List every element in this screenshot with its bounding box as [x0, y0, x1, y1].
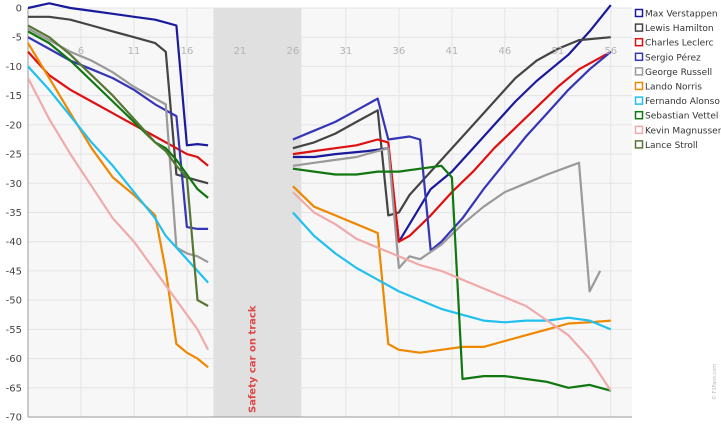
legend-item: Sergio Pérez	[634, 52, 701, 63]
credit-text: © F1Fans.com	[711, 364, 718, 400]
x-tick-label: 46	[498, 46, 511, 57]
legend-label: Fernando Alonso	[645, 97, 720, 107]
series-line-max-verstappen	[27, 2, 209, 147]
series-line-lando-norris	[292, 185, 611, 354]
x-tick-label: 36	[393, 46, 406, 57]
legend-label: Lewis Hamilton	[645, 24, 714, 34]
legend-label: Lance Stroll	[645, 141, 698, 151]
legend-swatch	[634, 110, 644, 120]
legend-label: Sebastian Vettel	[645, 112, 718, 122]
y-tick-label: 0	[16, 4, 22, 15]
safety-car-band	[213, 8, 302, 417]
legend-swatch	[634, 8, 644, 18]
legend-label: George Russell	[645, 68, 712, 78]
y-tick-label: -40	[6, 237, 22, 248]
y-tick-label: -45	[6, 266, 22, 277]
safety-car-region: Safety car on track	[213, 8, 302, 417]
y-tick-label: -70	[6, 413, 22, 424]
legend-item: Sebastian Vettel	[634, 110, 718, 122]
x-tick-label: 31	[340, 46, 353, 57]
legend-item: Max Verstappen	[634, 8, 718, 20]
legend-swatch	[634, 23, 644, 32]
legend-swatch	[634, 140, 644, 149]
legend-item: George Russell	[634, 67, 712, 78]
y-tick-label: -60	[6, 354, 22, 365]
series-line-kevin-magnussen	[27, 77, 210, 351]
legend-item: Charles Leclerc	[634, 37, 714, 49]
x-tick-label: 51	[551, 46, 564, 57]
legend-swatch	[634, 52, 644, 62]
series-line-fernando-alonso	[27, 65, 209, 284]
legend-swatch	[634, 81, 644, 91]
series-line-kevin-magnussen	[292, 191, 612, 392]
tick-labels: 0 -5 -10 -15 -20 -25 -30 -35 -40 -45 -50 -55 -60 -65 -…	[6, 4, 618, 424]
legend-item: Lewis Hamilton	[634, 23, 714, 34]
series-line-lando-norris	[27, 42, 209, 369]
y-tick-label: -20	[6, 120, 22, 131]
y-tick-label: -35	[6, 208, 22, 219]
series-line-sebastian-vettel	[292, 164, 612, 392]
y-tick-label: -5	[12, 33, 22, 44]
series-line-george-russell	[27, 27, 209, 264]
legend-label: Max Verstappen	[645, 10, 718, 20]
legend-label: Sergio Pérez	[645, 52, 701, 63]
y-tick-label: -50	[6, 296, 22, 307]
legend-swatch	[634, 96, 644, 105]
series-line-lewis-hamilton	[292, 36, 611, 217]
y-tick-label: -10	[6, 62, 22, 73]
y-tick-label: -55	[6, 325, 22, 336]
y-tick-label: -25	[6, 150, 22, 161]
legend-label: Lando Norris	[645, 83, 702, 93]
x-tick-label: 56	[604, 46, 617, 57]
axes	[27, 8, 632, 418]
x-tick-label: 26	[287, 46, 300, 57]
legend-label: Kevin Magnussen	[645, 126, 721, 136]
series-line-lance-stroll	[27, 24, 209, 307]
series-line-sergio-perez	[292, 50, 612, 252]
x-tick-label: 16	[181, 46, 194, 57]
series-line-max-verstappen	[292, 4, 612, 243]
x-tick-label: 6	[78, 46, 84, 57]
series-line-george-russell	[292, 147, 602, 293]
legend: Max Verstappen Lewis Hamilton Charles Lecl…	[634, 8, 721, 151]
legend-item: Fernando Alonso	[634, 96, 720, 107]
y-tick-label: -30	[6, 179, 22, 190]
legend-swatch	[634, 67, 644, 76]
legend-swatch	[634, 37, 644, 47]
legend-label: Charles Leclerc	[645, 39, 714, 49]
x-tick-label: 11	[128, 46, 141, 57]
series-line-charles-leclerc	[292, 50, 612, 243]
series-line-fernando-alonso	[292, 211, 612, 331]
legend-item: Kevin Magnussen	[634, 125, 721, 136]
series-lines	[27, 2, 612, 392]
legend-item: Lance Stroll	[634, 140, 698, 151]
y-tick-label: -65	[6, 383, 22, 394]
safety-car-label: Safety car on track	[247, 305, 258, 413]
legend-item: Lando Norris	[634, 81, 702, 93]
x-tick-label: 21	[234, 46, 247, 57]
legend-swatch	[634, 125, 644, 135]
x-tick-label: 41	[445, 46, 458, 57]
y-tick-label: -15	[6, 91, 22, 102]
